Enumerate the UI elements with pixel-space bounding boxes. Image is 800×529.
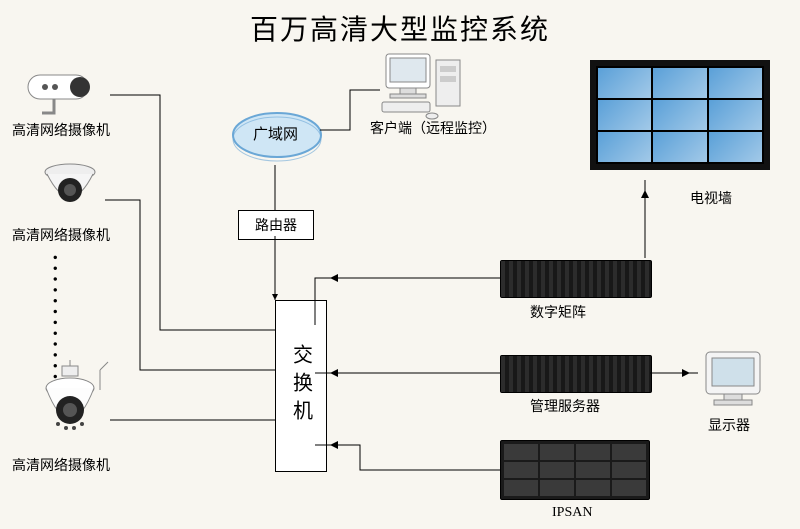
camera3-label: 高清网络摄像机 <box>12 455 110 475</box>
dome-camera-icon <box>35 160 105 220</box>
ipsan-icon <box>500 440 650 500</box>
tvwall-label: 电视墙 <box>690 188 732 208</box>
monitor-label: 显示器 <box>708 415 750 435</box>
client-label: 客户端（远程监控） <box>370 118 496 138</box>
diagram-canvas: 百万高清大型监控系统 高清网络摄像机 高清网络摄像机 ● ● ● ● ● ● ●… <box>0 0 800 529</box>
tv-wall-icon <box>590 60 770 170</box>
mgmt-label: 管理服务器 <box>530 396 600 416</box>
digital-matrix-icon <box>500 260 652 298</box>
mgmt-server-icon <box>500 355 652 393</box>
ipsan-label: IPSAN <box>552 505 592 521</box>
camera1-label: 高清网络摄像机 <box>12 120 110 140</box>
wan-label: 广域网 <box>253 123 298 144</box>
switch-label: 交换机 <box>287 344 316 428</box>
monitor-icon <box>700 348 770 408</box>
matrix-label: 数字矩阵 <box>530 302 586 322</box>
camera2-label: 高清网络摄像机 <box>12 225 110 245</box>
router-node: 路由器 <box>238 210 314 240</box>
switch-node: 交换机 <box>275 300 327 472</box>
bullet-camera-icon <box>20 65 110 115</box>
ptz-camera-icon <box>30 360 110 440</box>
router-label: 路由器 <box>255 215 297 235</box>
diagram-title: 百万高清大型监控系统 <box>0 8 800 48</box>
